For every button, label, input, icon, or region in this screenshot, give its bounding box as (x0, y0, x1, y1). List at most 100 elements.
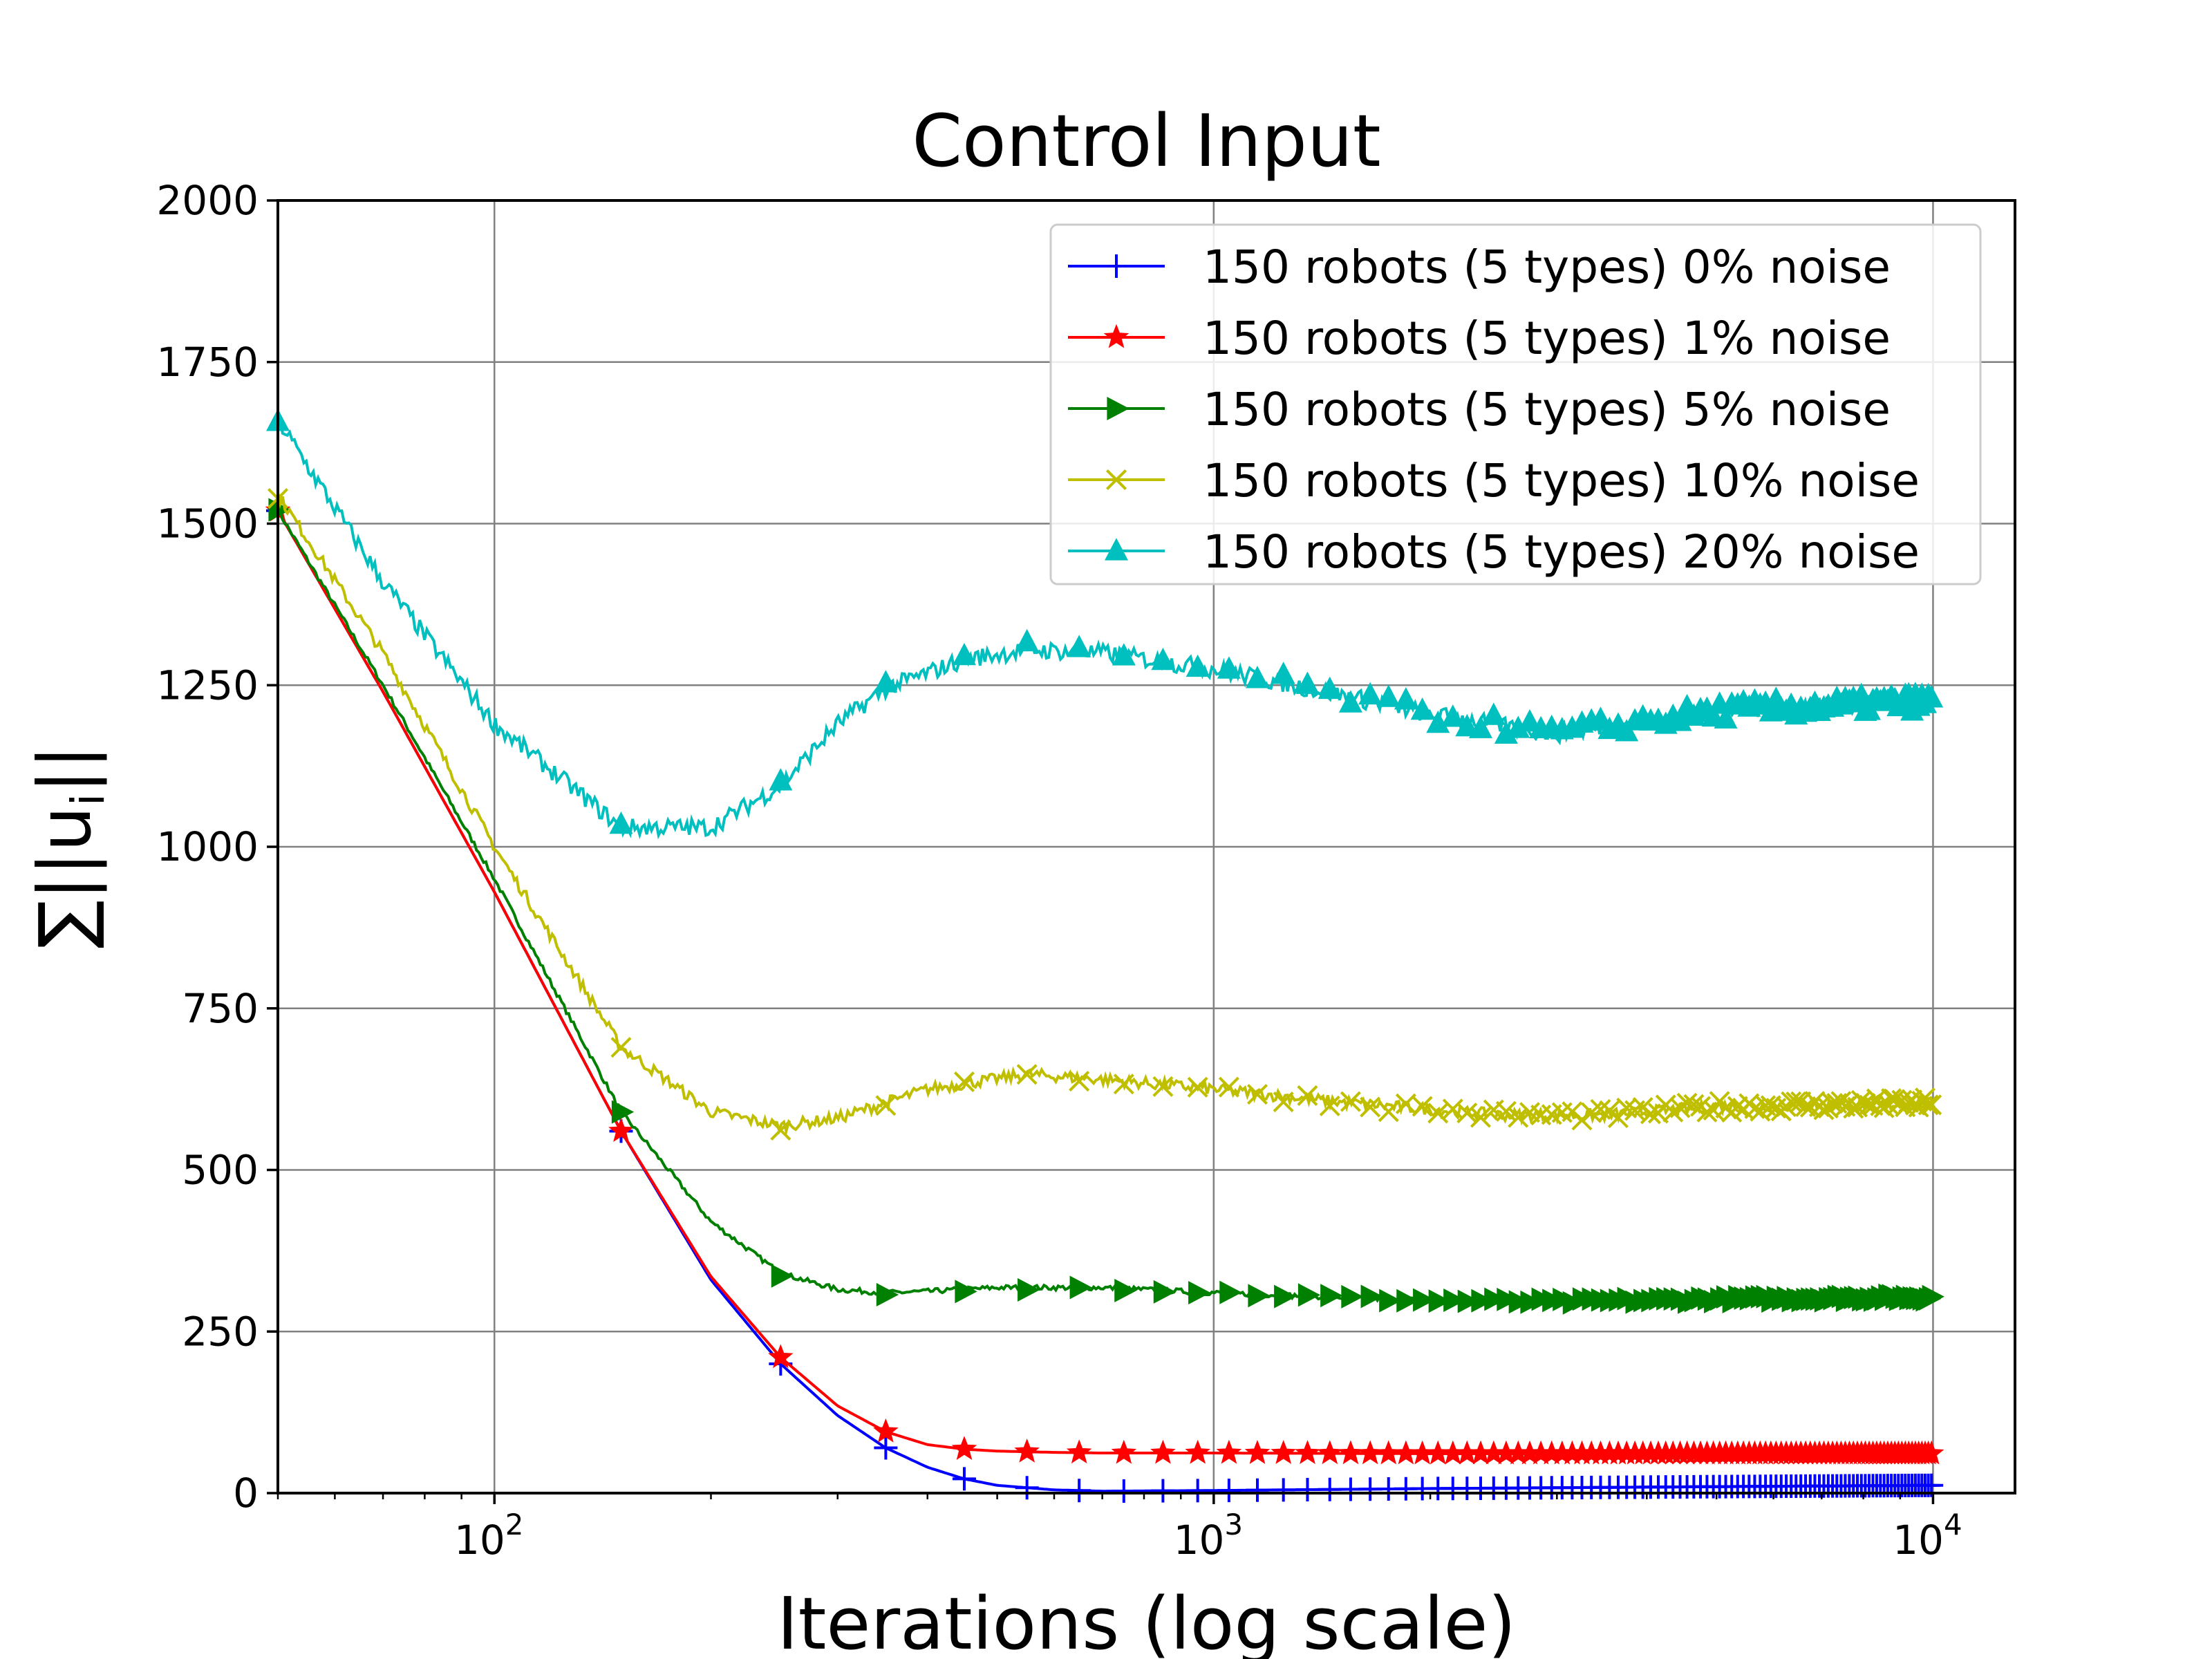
data-point (1218, 1076, 1239, 1098)
y-tick-label: 250 (182, 1308, 259, 1355)
data-point (1297, 1283, 1321, 1307)
data-point (1188, 1281, 1211, 1305)
axis-ticks: 0 250 500 750 1000 1250 1500 1750 2000 102 103 104 (156, 177, 1962, 1564)
data-point (1318, 676, 1342, 700)
data-point (1297, 1085, 1318, 1106)
x-tick-label: 104 (1893, 1508, 1962, 1564)
data-point (1495, 1100, 1517, 1122)
data-point (1497, 1287, 1519, 1311)
data-point (1217, 656, 1241, 679)
data-point (1427, 1103, 1449, 1124)
data-point (1216, 1439, 1242, 1464)
data-point (1338, 690, 1362, 713)
data-point (1813, 1099, 1835, 1121)
data-point (1018, 1277, 1040, 1302)
data-point (1920, 685, 1944, 708)
data-point (1246, 1478, 1269, 1502)
data-point (1244, 1440, 1271, 1464)
y-tick-label: 1000 (156, 823, 259, 870)
data-point (768, 1344, 794, 1369)
data-point (1185, 1479, 1210, 1503)
data-point (770, 1119, 791, 1141)
data-point (1112, 643, 1136, 666)
data-point (1571, 1109, 1593, 1131)
data-point (1069, 1275, 1092, 1300)
legend-label: 150 robots (5 types) 0% noise (1203, 241, 1891, 294)
data-point (1413, 1288, 1436, 1312)
x-axis-label: Iterations (log scale) (777, 1582, 1516, 1659)
series-150-robots-5-types-20-noise (266, 409, 1944, 840)
y-tick-label: 1750 (156, 339, 259, 386)
legend: 150 robots (5 types) 0% noise 150 robots … (1049, 223, 1982, 585)
data-point (1318, 1477, 1342, 1501)
data-point (611, 1100, 635, 1124)
legend-label: 150 robots (5 types) 1% noise (1203, 312, 1891, 365)
data-point (1113, 1074, 1134, 1095)
data-point (1470, 1107, 1491, 1128)
legend-marker (1107, 397, 1130, 420)
data-point (1295, 1478, 1320, 1502)
data-point (1457, 1289, 1481, 1313)
y-tick-label: 1500 (156, 500, 259, 547)
data-point (1412, 1096, 1433, 1117)
y-tick-label: 0 (233, 1470, 259, 1517)
series-line (276, 509, 1933, 1455)
plot-series (265, 409, 1944, 1503)
legend-marker (1105, 538, 1128, 561)
y-tick-label: 2000 (156, 177, 259, 224)
data-point (1341, 1284, 1364, 1309)
data-point (955, 1280, 977, 1304)
data-point (1714, 706, 1738, 729)
data-point (1358, 682, 1382, 705)
legend-item: 150 robots (5 types) 5% noise (1068, 383, 1891, 436)
data-point (873, 1418, 899, 1443)
data-point (1442, 1098, 1463, 1120)
data-point (1396, 1288, 1419, 1313)
x-tick-label: 102 (454, 1508, 524, 1564)
data-point (1320, 1284, 1343, 1308)
data-point (1295, 671, 1320, 694)
data-point (1015, 1476, 1039, 1500)
y-tick-label: 750 (182, 985, 259, 1032)
data-point (1921, 1094, 1942, 1116)
chart-title: Control Input (912, 99, 1380, 183)
data-point (1378, 1101, 1399, 1123)
data-point (1471, 1288, 1494, 1313)
data-point (1822, 1093, 1844, 1114)
data-point (1066, 1439, 1092, 1464)
data-point (1379, 1288, 1402, 1313)
data-point (1360, 1096, 1381, 1118)
data-point (1111, 1439, 1137, 1464)
series-150-robots-5-types-10-noise (267, 488, 1942, 1141)
data-point (1376, 684, 1400, 707)
data-point (1918, 1440, 1944, 1465)
series-150-robots-5-types-0-noise (266, 498, 1944, 1503)
data-point (1015, 628, 1039, 652)
data-point (1219, 1280, 1242, 1304)
data-point (1150, 1439, 1176, 1464)
legend-item: 150 robots (5 types) 0% noise (1068, 241, 1891, 294)
data-point (1443, 1288, 1466, 1313)
data-point (1395, 1093, 1416, 1114)
data-point (1410, 697, 1434, 720)
data-point (1112, 1479, 1136, 1503)
data-point (952, 642, 976, 666)
data-point (874, 1436, 898, 1460)
data-point (1922, 1284, 1944, 1309)
data-point (1187, 1076, 1208, 1098)
data-point (1590, 1098, 1611, 1120)
data-point (1508, 1290, 1531, 1314)
data-point (1640, 1103, 1661, 1125)
data-point (1360, 1284, 1383, 1309)
data-point (1217, 1479, 1241, 1503)
data-point (1271, 1478, 1295, 1502)
x-tick-label: 103 (1174, 1508, 1244, 1564)
data-point (1456, 1103, 1478, 1124)
data-point (1484, 1287, 1507, 1311)
data-point (1295, 1440, 1320, 1465)
data-point (1069, 1071, 1090, 1092)
data-point (1273, 1091, 1294, 1113)
data-point (1274, 1284, 1297, 1309)
data-point (1248, 1284, 1271, 1308)
